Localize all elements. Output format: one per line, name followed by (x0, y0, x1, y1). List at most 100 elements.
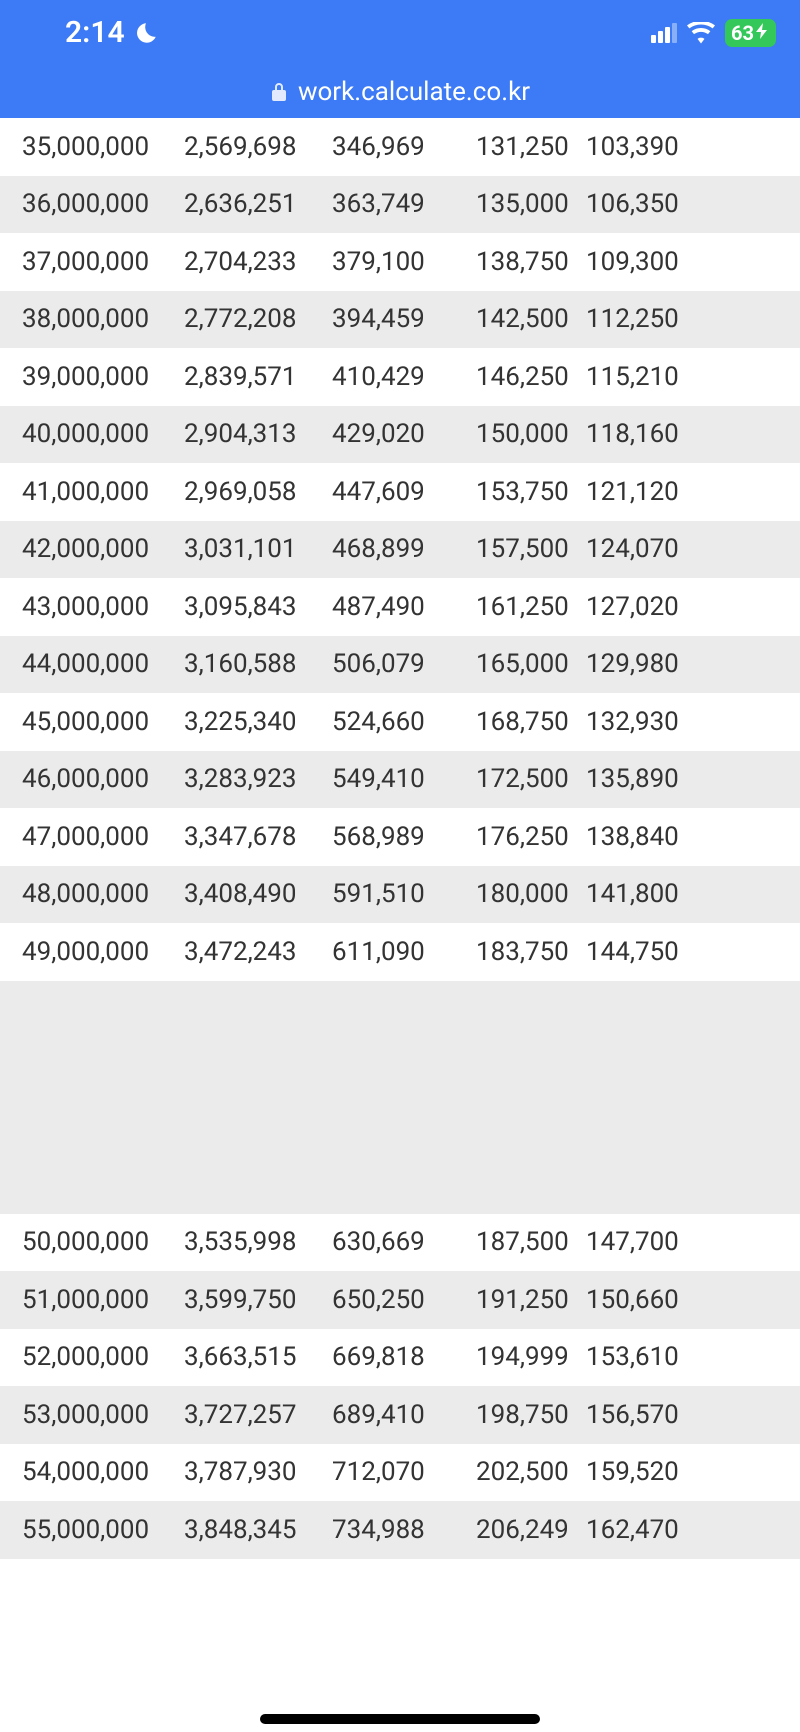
table-cell: 172,500 (476, 764, 586, 794)
table-cell: 2,969,058 (184, 477, 332, 507)
table-row: 55,000,0003,848,345734,988206,249162,470 (0, 1501, 800, 1559)
table-row: 40,000,0002,904,313429,020150,000118,160 (0, 406, 800, 464)
table-cell: 183,750 (476, 937, 586, 967)
table-cell: 394,459 (332, 304, 476, 334)
table-cell: 157,500 (476, 534, 586, 564)
data-table[interactable]: 35,000,0002,569,698346,969131,250103,390… (0, 118, 800, 1559)
table-cell: 3,283,923 (184, 764, 332, 794)
table-cell: 141,800 (586, 879, 696, 909)
table-cell: 549,410 (332, 764, 476, 794)
table-cell: 187,500 (476, 1227, 586, 1257)
table-cell: 118,160 (586, 419, 696, 449)
table-cell: 138,840 (586, 822, 696, 852)
home-indicator[interactable] (260, 1714, 540, 1724)
table-cell: 37,000,000 (22, 247, 184, 277)
table-cell: 611,090 (332, 937, 476, 967)
table-cell: 161,250 (476, 592, 586, 622)
table-cell: 156,570 (586, 1400, 696, 1430)
ad-placeholder (0, 981, 800, 1214)
table-cell: 3,095,843 (184, 592, 332, 622)
table-cell: 153,750 (476, 477, 586, 507)
table-cell: 132,930 (586, 707, 696, 737)
table-row: 37,000,0002,704,233379,100138,750109,300 (0, 233, 800, 291)
table-cell: 112,250 (586, 304, 696, 334)
lock-icon (270, 82, 288, 102)
table-cell: 410,429 (332, 362, 476, 392)
table-cell: 429,020 (332, 419, 476, 449)
table-cell: 142,500 (476, 304, 586, 334)
table-cell: 38,000,000 (22, 304, 184, 334)
table-cell: 2,704,233 (184, 247, 332, 277)
table-cell: 42,000,000 (22, 534, 184, 564)
table-cell: 3,160,588 (184, 649, 332, 679)
table-cell: 103,390 (586, 132, 696, 162)
table-cell: 50,000,000 (22, 1227, 184, 1257)
table-cell: 650,250 (332, 1285, 476, 1315)
table-cell: 194,999 (476, 1342, 586, 1372)
table-cell: 131,250 (476, 132, 586, 162)
table-cell: 51,000,000 (22, 1285, 184, 1315)
table-cell: 447,609 (332, 477, 476, 507)
table-cell: 2,569,698 (184, 132, 332, 162)
table-cell: 35,000,000 (22, 132, 184, 162)
table-cell: 135,000 (476, 189, 586, 219)
table-cell: 36,000,000 (22, 189, 184, 219)
table-cell: 124,070 (586, 534, 696, 564)
cellular-signal-icon (651, 23, 677, 43)
table-cell: 379,100 (332, 247, 476, 277)
table-row: 51,000,0003,599,750650,250191,250150,660 (0, 1271, 800, 1329)
status-left: 2:14 (65, 15, 159, 50)
time-label: 2:14 (65, 15, 125, 50)
table-cell: 3,408,490 (184, 879, 332, 909)
table-cell: 524,660 (332, 707, 476, 737)
table-row: 35,000,0002,569,698346,969131,250103,390 (0, 118, 800, 176)
table-cell: 135,890 (586, 764, 696, 794)
url-text: work.calculate.co.kr (298, 77, 530, 107)
table-row: 43,000,0003,095,843487,490161,250127,020 (0, 578, 800, 636)
table-cell: 176,250 (476, 822, 586, 852)
table-cell: 630,669 (332, 1227, 476, 1257)
table-cell: 3,787,930 (184, 1457, 332, 1487)
table-row: 46,000,0003,283,923549,410172,500135,890 (0, 751, 800, 809)
table-cell: 40,000,000 (22, 419, 184, 449)
browser-url-bar[interactable]: work.calculate.co.kr (0, 65, 800, 118)
table-cell: 3,535,998 (184, 1227, 332, 1257)
table-cell: 45,000,000 (22, 707, 184, 737)
table-cell: 180,000 (476, 879, 586, 909)
wifi-icon (687, 22, 715, 44)
table-cell: 53,000,000 (22, 1400, 184, 1430)
table-cell: 153,610 (586, 1342, 696, 1372)
table-row: 42,000,0003,031,101468,899157,500124,070 (0, 521, 800, 579)
table-row: 50,000,0003,535,998630,669187,500147,700 (0, 1214, 800, 1272)
table-cell: 121,120 (586, 477, 696, 507)
battery-indicator: 63 (725, 19, 776, 47)
table-row: 53,000,0003,727,257689,410198,750156,570 (0, 1386, 800, 1444)
table-cell: 3,848,345 (184, 1515, 332, 1545)
table-cell: 191,250 (476, 1285, 586, 1315)
table-row: 52,000,0003,663,515669,818194,999153,610 (0, 1329, 800, 1387)
table-cell: 3,472,243 (184, 937, 332, 967)
table-cell: 363,749 (332, 189, 476, 219)
table-cell: 48,000,000 (22, 879, 184, 909)
status-bar: 2:14 63 (0, 0, 800, 65)
table-cell: 147,700 (586, 1227, 696, 1257)
table-cell: 115,210 (586, 362, 696, 392)
table-cell: 129,980 (586, 649, 696, 679)
table-cell: 144,750 (586, 937, 696, 967)
table-cell: 46,000,000 (22, 764, 184, 794)
table-cell: 3,727,257 (184, 1400, 332, 1430)
table-cell: 150,660 (586, 1285, 696, 1315)
table-cell: 198,750 (476, 1400, 586, 1430)
table-row: 38,000,0002,772,208394,459142,500112,250 (0, 291, 800, 349)
table-row: 54,000,0003,787,930712,070202,500159,520 (0, 1444, 800, 1502)
table-cell: 2,636,251 (184, 189, 332, 219)
table-cell: 3,225,340 (184, 707, 332, 737)
table-cell: 41,000,000 (22, 477, 184, 507)
table-cell: 54,000,000 (22, 1457, 184, 1487)
table-cell: 47,000,000 (22, 822, 184, 852)
table-cell: 2,839,571 (184, 362, 332, 392)
table-row: 48,000,0003,408,490591,510180,000141,800 (0, 866, 800, 924)
table-cell: 52,000,000 (22, 1342, 184, 1372)
table-cell: 487,490 (332, 592, 476, 622)
table-cell: 150,000 (476, 419, 586, 449)
